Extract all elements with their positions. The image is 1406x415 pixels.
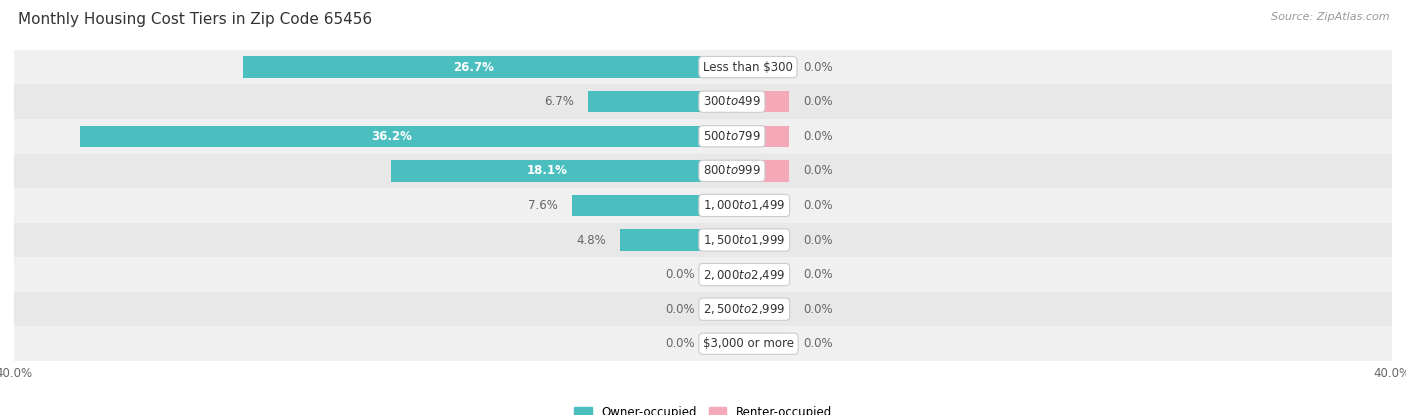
Text: $500 to $799: $500 to $799	[703, 130, 761, 143]
Bar	[14, 84, 1392, 119]
Bar	[703, 298, 789, 320]
Bar	[14, 50, 1392, 84]
Bar	[14, 119, 1392, 154]
Text: 0.0%: 0.0%	[665, 268, 695, 281]
Bar	[243, 56, 703, 78]
Bar	[703, 160, 789, 182]
Bar	[14, 188, 1392, 223]
Text: $1,500 to $1,999: $1,500 to $1,999	[703, 233, 786, 247]
Text: $1,000 to $1,499: $1,000 to $1,499	[703, 198, 786, 212]
Text: Monthly Housing Cost Tiers in Zip Code 65456: Monthly Housing Cost Tiers in Zip Code 6…	[18, 12, 373, 27]
Text: $800 to $999: $800 to $999	[703, 164, 761, 177]
Bar	[14, 257, 1392, 292]
Bar	[703, 125, 789, 147]
Text: 0.0%: 0.0%	[803, 199, 832, 212]
Text: 18.1%: 18.1%	[527, 164, 568, 177]
Text: Source: ZipAtlas.com: Source: ZipAtlas.com	[1271, 12, 1389, 22]
Bar	[588, 91, 703, 112]
Bar	[14, 292, 1392, 327]
Text: $300 to $499: $300 to $499	[703, 95, 761, 108]
Legend: Owner-occupied, Renter-occupied: Owner-occupied, Renter-occupied	[569, 401, 837, 415]
Bar	[620, 229, 703, 251]
Text: 0.0%: 0.0%	[803, 61, 832, 73]
Bar	[14, 327, 1392, 361]
Text: 0.0%: 0.0%	[803, 95, 832, 108]
Bar	[391, 160, 703, 182]
Text: $2,000 to $2,499: $2,000 to $2,499	[703, 268, 786, 282]
Bar	[703, 333, 789, 354]
Text: 36.2%: 36.2%	[371, 130, 412, 143]
Bar	[703, 195, 789, 216]
Text: 0.0%: 0.0%	[803, 303, 832, 316]
Bar	[14, 223, 1392, 257]
Text: 0.0%: 0.0%	[665, 337, 695, 350]
Bar	[14, 154, 1392, 188]
Bar	[703, 229, 789, 251]
Bar	[572, 195, 703, 216]
Text: 0.0%: 0.0%	[803, 234, 832, 247]
Text: $3,000 or more: $3,000 or more	[703, 337, 794, 350]
Text: 26.7%: 26.7%	[453, 61, 494, 73]
Bar	[703, 91, 789, 112]
Text: 0.0%: 0.0%	[803, 130, 832, 143]
Text: 0.0%: 0.0%	[803, 268, 832, 281]
Text: 4.8%: 4.8%	[576, 234, 606, 247]
Text: 0.0%: 0.0%	[665, 303, 695, 316]
Text: Less than $300: Less than $300	[703, 61, 793, 73]
Text: 6.7%: 6.7%	[544, 95, 574, 108]
Bar	[80, 125, 703, 147]
Text: 0.0%: 0.0%	[803, 164, 832, 177]
Bar	[703, 264, 789, 286]
Text: $2,500 to $2,999: $2,500 to $2,999	[703, 302, 786, 316]
Text: 0.0%: 0.0%	[803, 337, 832, 350]
Bar	[703, 56, 789, 78]
Text: 7.6%: 7.6%	[529, 199, 558, 212]
